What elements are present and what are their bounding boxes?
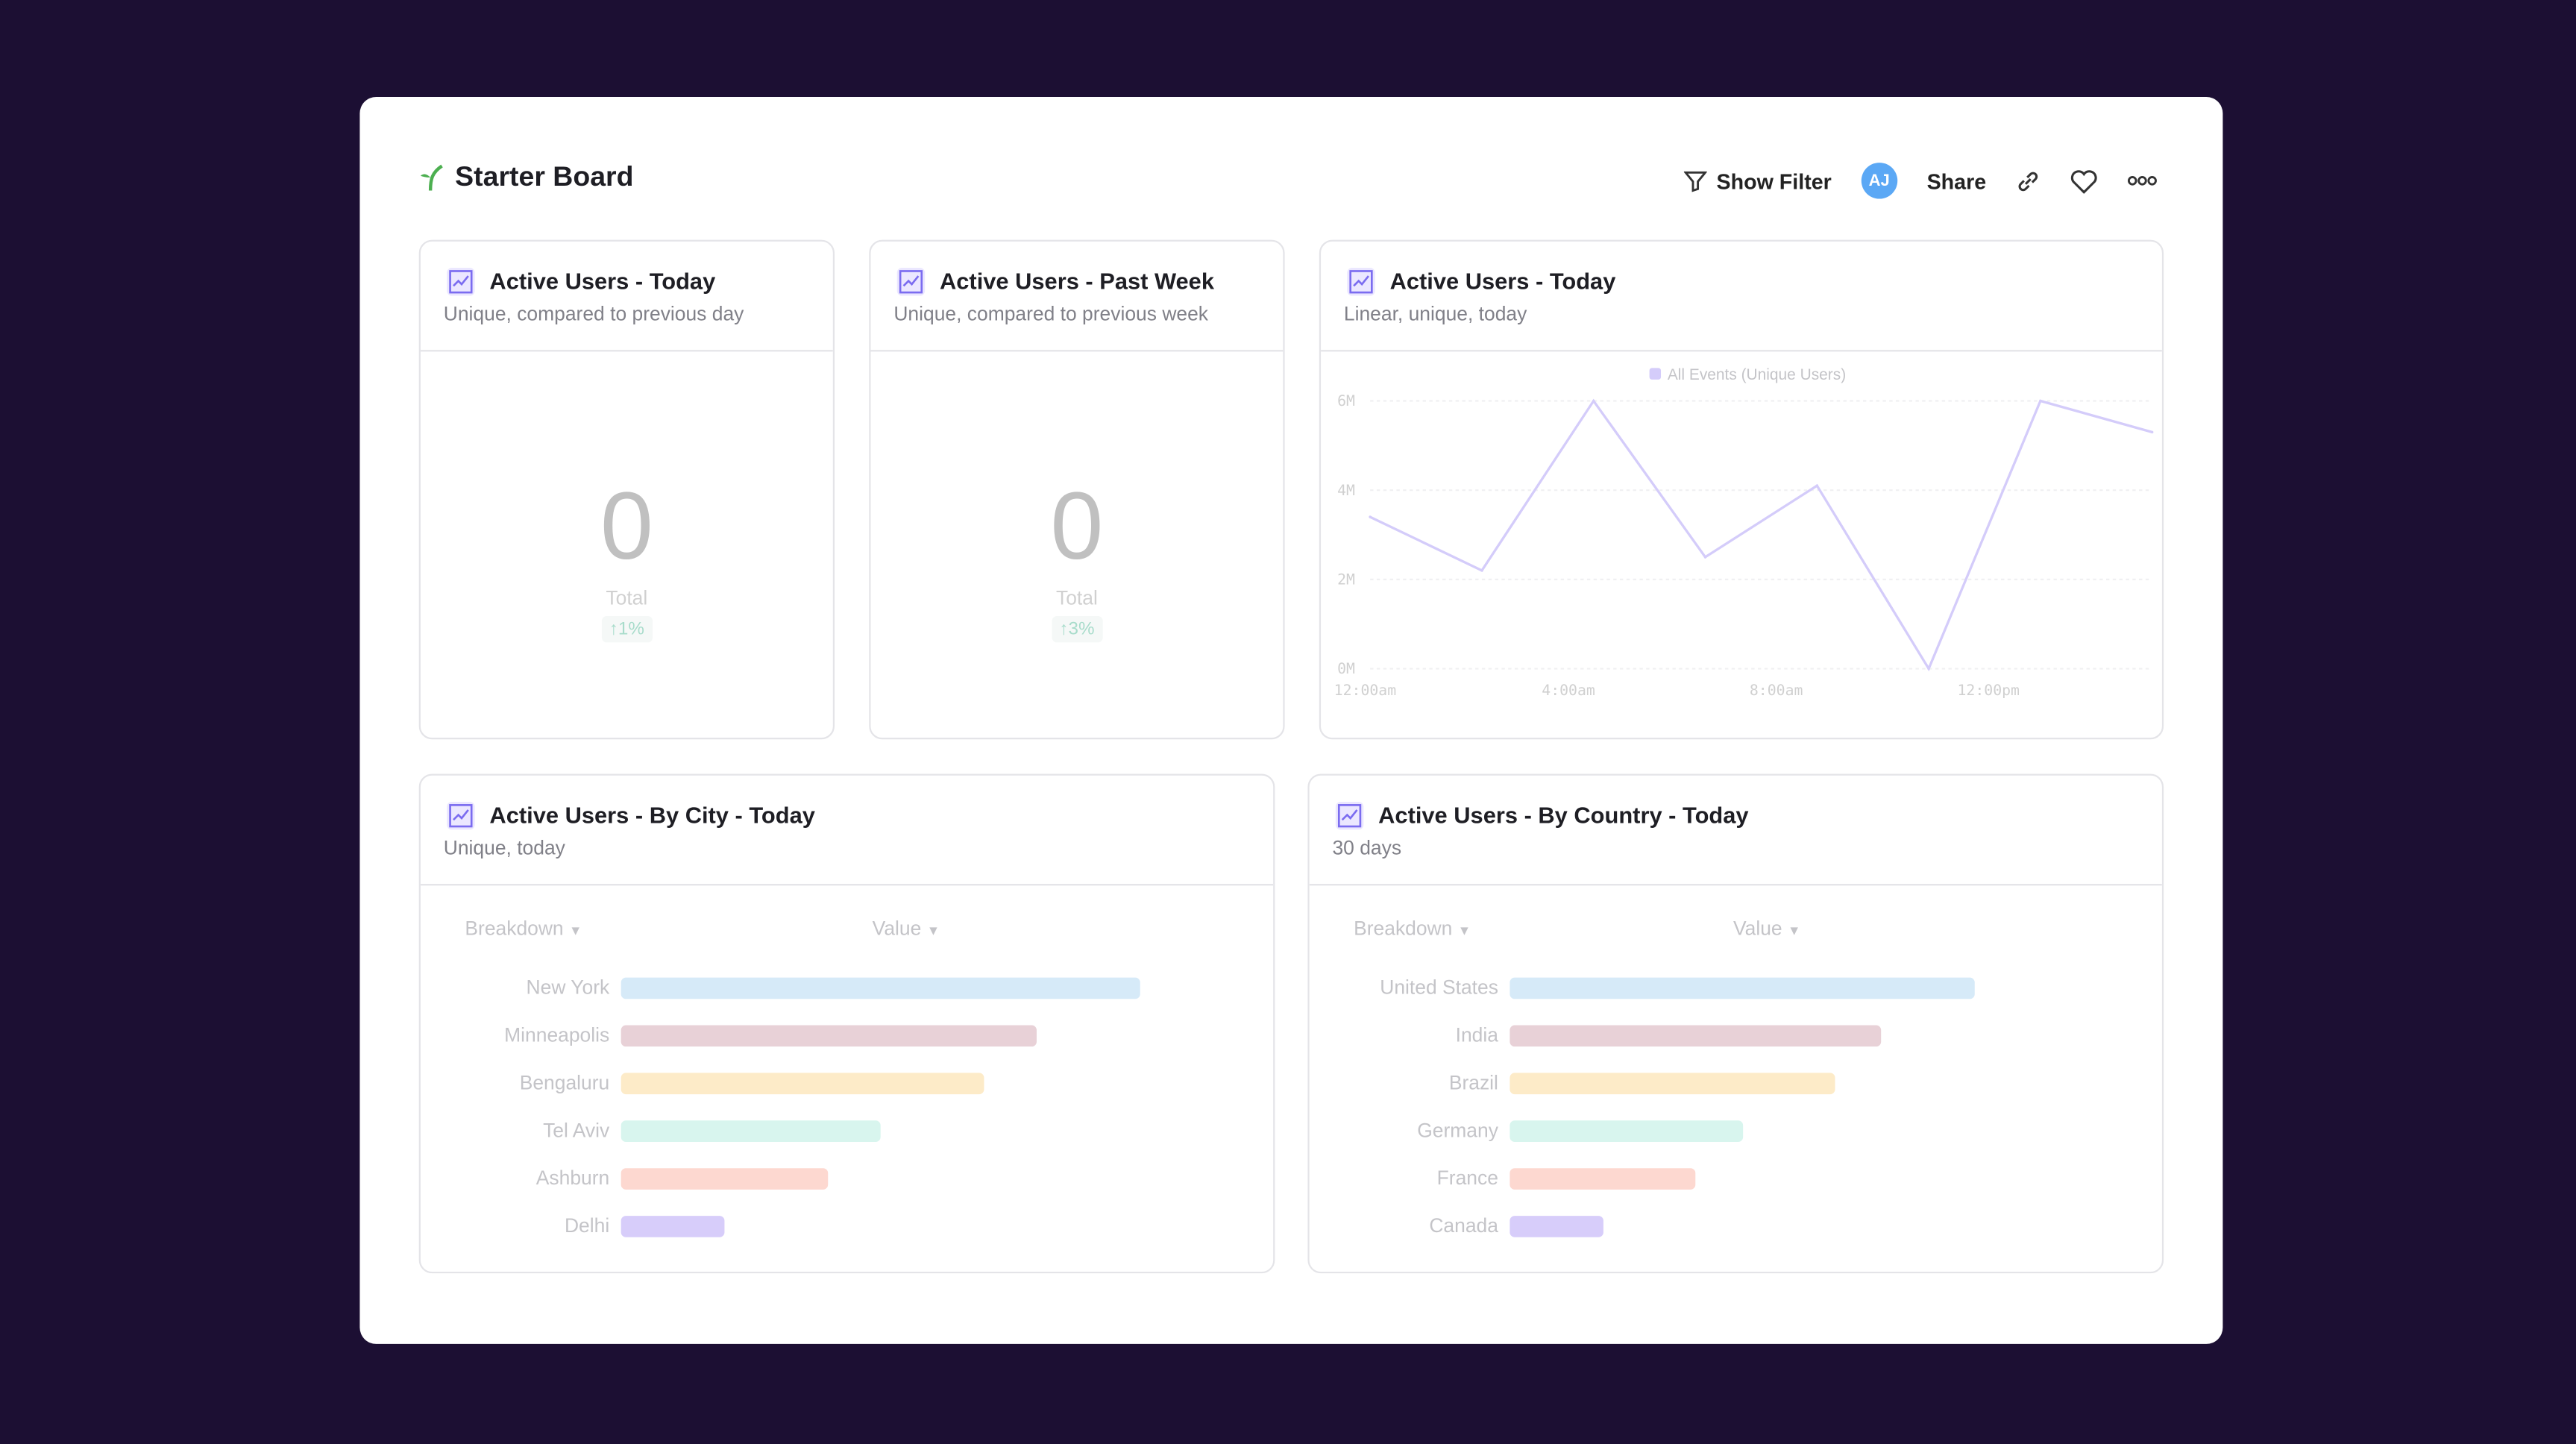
line-chart-icon: [896, 268, 926, 296]
avatar[interactable]: AJ: [1861, 163, 1897, 199]
bar-label: United States: [1380, 976, 1498, 999]
card-subtitle: 30 days: [1332, 836, 1402, 860]
show-filter-button[interactable]: Show Filter: [1683, 168, 1832, 193]
data-point: [1927, 667, 1930, 671]
bar-label: Bengaluru: [519, 1071, 610, 1095]
bar-label: India: [1455, 1023, 1498, 1047]
bar-label: Minneapolis: [504, 1023, 610, 1047]
y-tick-label: 0M: [1337, 660, 1355, 677]
series-line: [1369, 398, 2153, 672]
metric-value: 0: [600, 473, 653, 580]
show-filter-label: Show Filter: [1716, 168, 1832, 193]
caret-down-icon: ▼: [1457, 923, 1471, 938]
bar[interactable]: [1510, 1216, 1603, 1237]
bar-label: Tel Aviv: [543, 1119, 610, 1142]
legend-swatch: [1649, 368, 1662, 380]
data-point: [1815, 484, 1819, 487]
x-tick-label: 12:00pm: [1958, 682, 2020, 699]
card-by-country[interactable]: Active Users - By Country - Today 30 day…: [1307, 773, 2164, 1274]
filter-icon: [1683, 171, 1707, 192]
breakdown-label: Breakdown: [465, 917, 564, 941]
x-tick-label: 4:00am: [1542, 682, 1595, 699]
metric-label: Total: [1055, 586, 1098, 610]
data-point: [2039, 399, 2042, 403]
value-label: Value: [1732, 917, 1782, 941]
line-chart-icon: [1347, 268, 1375, 296]
caret-down-icon: ▼: [1787, 923, 1801, 938]
y-tick-label: 2M: [1337, 571, 1355, 588]
bar[interactable]: [1510, 977, 1975, 999]
favorite-button[interactable]: [2070, 169, 2098, 193]
card-subtitle: Unique, compared to previous week: [893, 302, 1209, 326]
x-tick-label: 8:00am: [1750, 682, 1803, 699]
y-tick-label: 4M: [1337, 482, 1355, 499]
bar[interactable]: [1510, 1025, 1882, 1047]
legend-label: All Events (Unique Users): [1668, 366, 1846, 383]
bar[interactable]: [1510, 1120, 1743, 1142]
bar-label: Delhi: [564, 1214, 610, 1237]
bar-label: New York: [526, 976, 610, 999]
sprout-logo-icon: [420, 164, 443, 191]
share-button[interactable]: Share: [1926, 168, 1987, 193]
city-bar-chart: New York Minneapolis Bengaluru Tel Aviv Ashb…: [421, 776, 1273, 1272]
board: Starter Board Show Filter AJ Share Activ…: [359, 96, 2223, 1344]
metric-label: Total: [606, 586, 648, 610]
bar[interactable]: [621, 977, 1140, 999]
data-point: [1592, 399, 1595, 403]
card-subtitle: Unique, today: [443, 836, 565, 860]
breakdown-column-header[interactable]: Breakdown ▼: [1354, 917, 1471, 940]
delta-badge: ↑3%: [1051, 616, 1103, 643]
bar[interactable]: [621, 1025, 1037, 1047]
x-tick-label: 12:00am: [1334, 682, 1397, 699]
data-point: [1703, 556, 1707, 559]
line-chart-icon: [447, 268, 475, 296]
link-icon: [2018, 171, 2038, 191]
bar[interactable]: [621, 1216, 725, 1237]
data-point: [1369, 515, 1372, 518]
value-column-header[interactable]: Value ▼: [873, 917, 940, 940]
copy-link-button[interactable]: [2016, 169, 2041, 193]
data-point: [2150, 430, 2154, 434]
line-chart: All Events (Unique Users) 0M 2M 4M 6M 12:00a…: [1334, 366, 2154, 699]
bar-label: Canada: [1429, 1214, 1498, 1237]
bar[interactable]: [621, 1168, 829, 1190]
board-title-text: Starter Board: [455, 160, 634, 192]
value-column-header[interactable]: Value ▼: [1733, 917, 1800, 940]
heart-icon: [2070, 169, 2097, 193]
card-subtitle: Unique, compared to previous day: [443, 302, 744, 326]
card-title: Active Users - Today: [1389, 268, 1616, 295]
breakdown-label: Breakdown: [1354, 917, 1453, 941]
card-active-users-today[interactable]: Active Users - Today Unique, compared to…: [418, 239, 835, 740]
line-chart-icon: [447, 801, 475, 830]
card-title: Active Users - Today: [489, 268, 716, 295]
delta-badge: ↑1%: [600, 616, 653, 643]
data-point: [1480, 569, 1483, 572]
metric-value: 0: [1050, 473, 1104, 580]
y-tick-label: 6M: [1337, 392, 1355, 409]
bar-label: France: [1436, 1166, 1498, 1190]
card-title: Active Users - By Country - Today: [1378, 801, 1749, 829]
bar-label: Ashburn: [535, 1166, 610, 1190]
card-title: Active Users - By City - Today: [489, 801, 815, 829]
bar[interactable]: [621, 1073, 984, 1095]
card-by-city[interactable]: Active Users - By City - Today Unique, t…: [418, 773, 1275, 1274]
bar-label: Brazil: [1448, 1071, 1498, 1095]
card-subtitle: Linear, unique, today: [1343, 302, 1527, 326]
breakdown-column-header[interactable]: Breakdown ▼: [465, 917, 582, 940]
bar[interactable]: [1510, 1168, 1696, 1190]
bar-label: Germany: [1417, 1119, 1498, 1142]
card-active-users-line[interactable]: Active Users - Today Linear, unique, tod…: [1319, 239, 2164, 740]
caret-down-icon: ▼: [926, 923, 940, 938]
value-label: Value: [872, 917, 922, 941]
bar[interactable]: [621, 1120, 881, 1142]
bar[interactable]: [1510, 1073, 1835, 1095]
country-bar-chart: United States India Brazil Germany France Can…: [1310, 776, 2162, 1272]
caret-down-icon: ▼: [569, 923, 582, 938]
card-active-users-past-week[interactable]: Active Users - Past Week Unique, compare…: [869, 239, 1285, 740]
card-title: Active Users - Past Week: [940, 268, 1215, 295]
board-title: Starter Board: [419, 160, 634, 194]
line-chart-icon: [1335, 801, 1364, 830]
more-dots-icon: [2127, 176, 2157, 186]
more-options-button[interactable]: [2127, 174, 2158, 187]
